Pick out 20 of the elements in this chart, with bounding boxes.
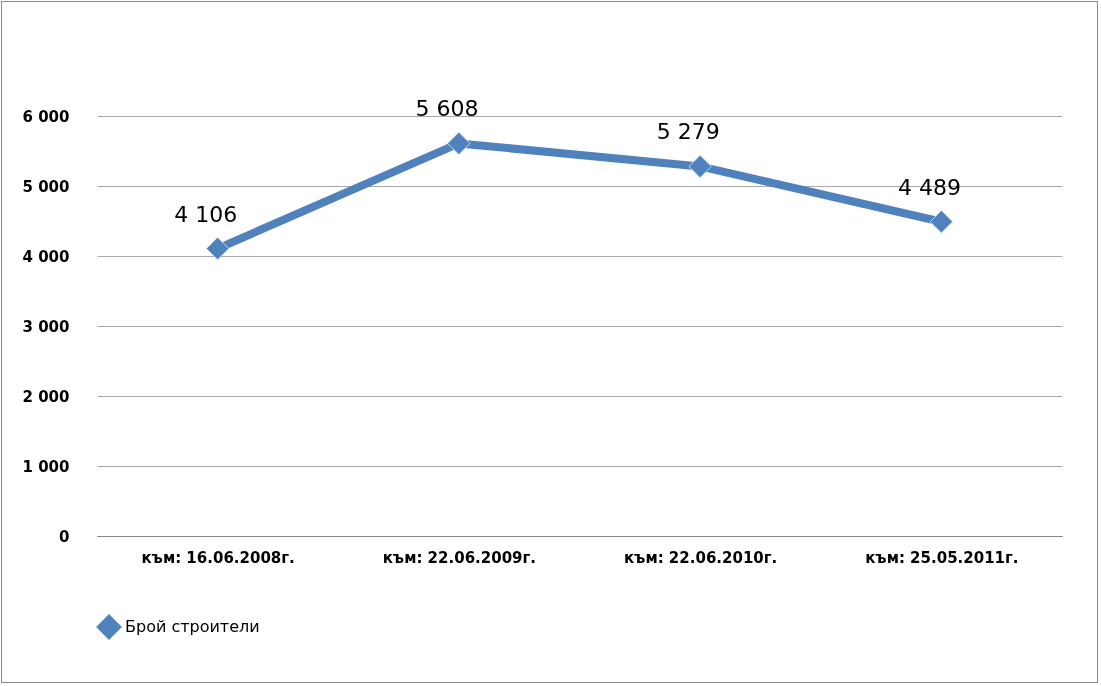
data-label: 5 608 [415,96,479,122]
point [447,131,471,156]
y-tick-label: 5 000 [22,177,70,196]
x-tick-label: към: 25.05.2011г. [865,548,1019,567]
y-tick-label: 3 000 [22,317,70,336]
y-tick-label: 2 000 [22,387,70,406]
y-tick-label: 4 000 [22,247,70,266]
data-label: 5 279 [656,119,720,145]
y-tick-label: 1 000 [22,457,70,476]
data-label: 4 489 [897,174,961,200]
point [205,236,230,261]
y-tick-label: 0 [59,527,70,546]
x-tick-label: към: 22.06.2010г. [623,548,778,567]
y-tick-label: 6 000 [22,107,70,126]
data-label: 4 106 [174,201,238,227]
point [929,210,954,234]
x-tick-label: към: 22.06.2009г. [382,548,537,567]
x-tick-label: към: 16.06.2008г. [141,548,295,567]
legend-label: Брой строители [125,617,260,636]
point [688,154,712,179]
